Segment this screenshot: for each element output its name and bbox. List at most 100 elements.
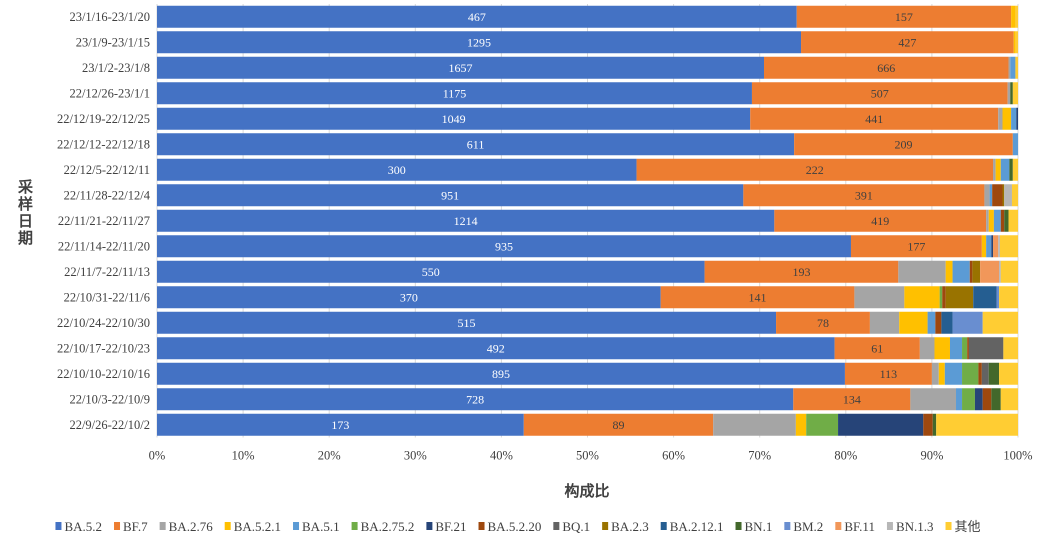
bar-segment-BA-5-2-1 [1002,107,1012,130]
bar-segment-BA-5-1 [1012,133,1018,156]
data-label: 611 [467,137,485,151]
bar-segment-BF-7 [750,107,999,130]
bar-segment-BA-5-2 [157,311,777,334]
legend-label: BF.7 [123,519,148,534]
bar-segment-BA-5-2-1 [938,362,945,385]
bar-segment-BN-1-3 [998,235,1000,258]
bar-segment-BF-7 [704,260,899,283]
bar-segment-BA-5-1 [1011,107,1017,130]
legend-swatch [426,522,433,530]
legend-item: BA.2.76 [159,519,214,534]
bar-segment-BF-7 [801,31,1014,54]
x-tick-label: 30% [404,449,427,463]
legend-label: BN.1.3 [896,519,934,534]
legend-item: BA.2.3 [602,519,649,534]
bar-segment-BA-2-76 [998,107,1003,130]
bar-segment-BF-7 [743,184,985,207]
data-label: 89 [612,418,624,432]
bar-segment-BA-5-2 [157,362,845,385]
legend-swatch [224,522,231,530]
bar-segment-BA-5-2-1 [1011,5,1016,28]
y-category-label: 22/12/26-23/1/1 [69,86,150,100]
bar-segment-其他 [1000,260,1018,283]
bar-segment-BA-2-76 [1007,82,1011,105]
bar-segment-BA-5-2 [157,286,661,309]
data-label: 728 [466,392,484,406]
y-category-label: 22/10/3-22/10/9 [69,392,150,406]
bar-segment-BA-2-75-2 [939,286,943,309]
data-label: 134 [843,392,861,406]
x-tick-label: 100% [1003,449,1032,463]
legend-item: BN.1.3 [886,519,934,534]
bar-segment-BA-5-2 [157,413,524,436]
bar-segment-BA-2-76 [931,362,939,385]
legend-label: BA.2.76 [169,519,214,534]
bar-segment-BF-11 [993,235,999,258]
y-category-label: 22/11/7-22/11/13 [64,265,150,279]
data-label: 935 [495,239,513,253]
bar-segment-BA-2-76 [1008,56,1011,79]
bar-segment-BF-7 [834,337,920,360]
legend-label: BA.5.1 [302,519,340,534]
data-label: 1295 [467,35,491,49]
bar-segment-其他 [999,286,1018,309]
x-tick-label: 40% [490,449,513,463]
bar-segment-BA-5-2 [157,133,795,156]
x-tick-label: 10% [232,449,255,463]
legend-swatch [159,522,166,530]
bar-segment-BA-5-2-1 [899,311,928,334]
y-category-label: 23/1/9-23/1/15 [76,35,150,49]
legend-item: BN.1 [735,519,772,534]
legend-label: BA.2.12.1 [670,519,724,534]
bar-segment-BA-5-2-1 [904,286,940,309]
bar-segment-BA-2-76 [869,311,900,334]
legend-swatch [784,522,791,530]
bar-segment-BA-5-2 [157,82,752,105]
data-label: 427 [898,35,916,49]
legend-item: BF.11 [835,519,875,534]
bar-segment-BA-5-2-20 [923,413,933,436]
data-label: 492 [487,341,505,355]
bar-segment-BN-1 [1009,158,1013,181]
bar-segment-BA-5-2-20 [942,286,946,309]
legend-swatch [114,522,121,530]
bar-segment-BA-5-2-20 [967,337,969,360]
bar-segment-BA-5-1 [1000,158,1010,181]
data-label: 209 [894,137,912,151]
bar-segment-BA-5-2-1 [795,413,807,436]
bar-segment-BN-1-3 [1004,184,1012,207]
bar-segment-其他 [1003,337,1018,360]
x-tick-label: 70% [748,449,771,463]
bar-segment-BA-5-2-1 [934,337,950,360]
bar-segment-BA-2-3 [972,260,981,283]
data-label: 1657 [449,61,473,75]
legend-item: BA.2.12.1 [660,519,724,534]
data-label: 441 [865,112,883,126]
data-label: 515 [458,316,476,330]
legend-item: BF.21 [426,519,467,534]
bar-segment-BF-21 [1016,107,1018,130]
data-label: 895 [492,367,510,381]
data-label: 61 [871,341,883,355]
legend-label: BF.11 [844,519,875,534]
bar-segment-BA-2-3 [1002,184,1005,207]
bar-segment-BA-5-2-20 [978,362,982,385]
legend-item: BA.5.2.20 [478,519,541,534]
data-label: 507 [871,86,889,100]
legend-swatch [735,522,742,530]
bar-segment-BA-2-12-1 [941,311,953,334]
bar-segment-BA-5-2 [157,260,705,283]
bar-segment-BA-5-1 [952,260,970,283]
bar-segment-BM-2 [952,311,983,334]
bar-segment-BA-5-2 [157,337,835,360]
bar-segment-其他 [999,362,1018,385]
bar-segment-BM-2 [996,286,1000,309]
bar-segment-其他 [982,311,1018,334]
bar-segment-BF-7 [660,286,855,309]
data-label: 1049 [442,112,466,126]
y-category-label: 22/11/21-22/11/27 [58,214,150,228]
bar-segment-其他 [1015,5,1018,28]
bar-segment-BA-2-76 [993,158,996,181]
data-label: 550 [422,265,440,279]
